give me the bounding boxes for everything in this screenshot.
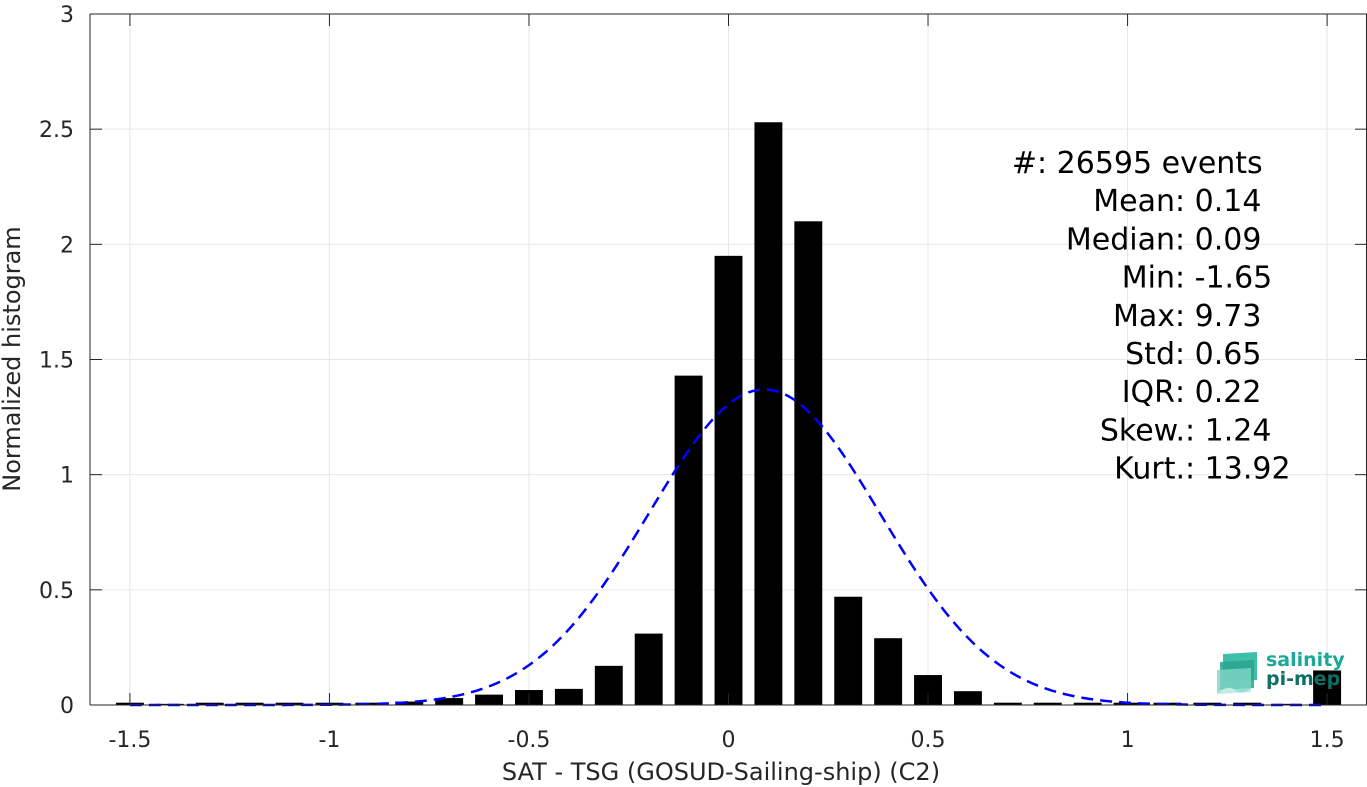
histogram-bar bbox=[1073, 702, 1102, 705]
stat-label: Min bbox=[1122, 261, 1175, 296]
stat-label: Median bbox=[1066, 222, 1175, 257]
histogram-bar bbox=[1033, 702, 1062, 705]
histogram-bar bbox=[594, 665, 623, 705]
y-tick-label: 1 bbox=[60, 464, 74, 489]
salinity-pi-mep-logo: salinity pi-mep bbox=[1217, 649, 1345, 694]
histogram-bar bbox=[674, 375, 703, 705]
x-tick-label: -1 bbox=[318, 728, 340, 753]
stat-value: : 0.09 bbox=[1175, 222, 1261, 257]
stat-value: : 26595 events bbox=[1037, 146, 1263, 181]
y-tick-label: 0 bbox=[60, 694, 74, 719]
histogram-bar bbox=[754, 122, 783, 706]
y-tick-label: 0.5 bbox=[39, 579, 74, 604]
stat-value: : 9.73 bbox=[1175, 299, 1261, 334]
x-tick-label: 1.5 bbox=[1310, 728, 1345, 753]
histogram-bar bbox=[1273, 703, 1302, 705]
stat-label: Max bbox=[1113, 299, 1175, 334]
stat-label: Mean bbox=[1093, 184, 1175, 219]
stat-label: Skew. bbox=[1100, 413, 1185, 448]
stat-value: : 13.92 bbox=[1185, 452, 1291, 487]
stat-value: : 0.22 bbox=[1175, 375, 1261, 410]
y-axis-label: Normalized histogram bbox=[0, 226, 26, 491]
x-tick-label: -1.5 bbox=[108, 728, 151, 753]
histogram-bar bbox=[874, 638, 903, 705]
stat-value: : 1.24 bbox=[1185, 413, 1271, 448]
stat-label: IQR bbox=[1122, 375, 1175, 410]
y-tick-label: 3 bbox=[60, 3, 74, 28]
histogram-bar bbox=[435, 698, 464, 705]
wave-logo-icon bbox=[1217, 652, 1257, 694]
y-tick-label: 2 bbox=[60, 233, 74, 258]
stat-value: : 0.14 bbox=[1175, 184, 1261, 219]
histogram-bar bbox=[634, 633, 663, 705]
stat-label: # bbox=[1012, 146, 1037, 181]
histogram-bar bbox=[794, 221, 823, 706]
x-tick-labels: -1.5 -1 -0.5 0 0.5 1 1.5 bbox=[108, 728, 1344, 753]
x-tick-label: 1 bbox=[1121, 728, 1135, 753]
histogram-bar bbox=[395, 701, 424, 705]
stat-label: Std bbox=[1125, 337, 1175, 372]
logo-line1: salinity bbox=[1266, 649, 1345, 671]
x-tick-label: -0.5 bbox=[508, 728, 551, 753]
stat-value: : -1.65 bbox=[1175, 261, 1272, 296]
y-tick-labels: 0 0.5 1 1.5 2 2.5 3 bbox=[39, 3, 74, 719]
stat-value: : 0.65 bbox=[1175, 337, 1261, 372]
x-tick-label: 0 bbox=[722, 728, 736, 753]
bars bbox=[115, 122, 1342, 706]
y-tick-label: 1.5 bbox=[39, 349, 74, 374]
histogram-bar bbox=[714, 255, 743, 705]
histogram-bar bbox=[834, 596, 863, 705]
histogram-bar bbox=[1233, 702, 1262, 705]
y-tick-label: 2.5 bbox=[39, 118, 74, 143]
histogram-bar bbox=[1193, 702, 1222, 705]
logo-line2: pi-mep bbox=[1266, 668, 1340, 690]
histogram-bar bbox=[953, 691, 982, 705]
x-tick-label: 0.5 bbox=[911, 728, 946, 753]
histogram-bar bbox=[475, 694, 504, 705]
histogram-bar bbox=[993, 702, 1022, 705]
histogram-bar bbox=[554, 688, 583, 705]
stat-label: Kurt. bbox=[1114, 452, 1185, 487]
x-axis-label: SAT - TSG (GOSUD-Sailing-ship) (C2) bbox=[502, 758, 940, 786]
